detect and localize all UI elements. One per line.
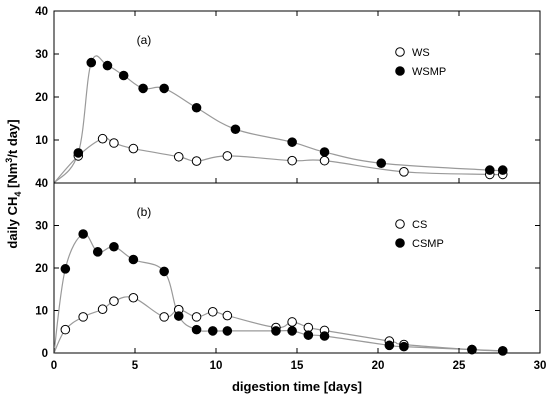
panel-b-csmp-point	[497, 346, 508, 356]
panel-a-legend-label-ws: WS	[412, 47, 430, 59]
panel-b-csmp-point	[467, 344, 477, 355]
panel-b-csmp-point	[399, 341, 409, 352]
panel-b-legend-label-cs: CS	[412, 219, 427, 231]
x-tick-label: 20	[372, 360, 385, 372]
panel-b-cs-point	[159, 312, 169, 322]
panel-b-legend-label-csmp: CSMP	[412, 238, 444, 250]
panel-a-wsmp-point	[376, 158, 387, 169]
panel-b-csmp-point	[191, 324, 202, 335]
y-axis-title-mid: [Nm	[5, 163, 20, 192]
x-tick-label: 10	[210, 360, 223, 372]
panel-a-y-tick-label: 20	[35, 92, 48, 104]
panel-a-wsmp-point	[319, 147, 330, 157]
panel-a-wsmp-point	[73, 148, 84, 158]
x-tick-label: 15	[291, 360, 304, 372]
y-axis-title-prefix: daily CH	[5, 197, 20, 249]
panel-b-csmp-point	[109, 241, 119, 252]
x-tick-label: 5	[132, 360, 139, 372]
panel-b-csmp-point	[207, 326, 218, 336]
panel-a-y-tick-label: 10	[35, 135, 48, 147]
y-axis-title-subscript: 4	[13, 192, 23, 197]
panel-b-csmp-point	[271, 326, 281, 336]
panel-a-wsmp-point	[118, 70, 129, 81]
panel-a-wsmp-point	[191, 102, 202, 113]
panel-b-cs-point	[97, 304, 108, 315]
panel-b-y-tick-label: 0	[42, 348, 48, 360]
panel-b-csmp-point	[92, 247, 103, 257]
panel-b-cs-point	[109, 296, 119, 306]
panel-b-y-tick-label: 20	[35, 263, 48, 275]
panel-a-wsmp-point	[86, 57, 97, 68]
panel-a-wsmp-point	[138, 83, 148, 94]
panel-a-y-tick-label: 30	[35, 49, 48, 61]
panel-a-ws-point	[173, 151, 184, 162]
panel-b-cs-point	[128, 292, 139, 303]
panel-a-wsmp-point	[102, 60, 113, 71]
panel-b-legend-marker-cs	[395, 219, 405, 229]
panel-a-legend-marker-ws	[395, 47, 405, 57]
panel-a-ws-point	[128, 143, 139, 154]
x-tick-label: 30	[534, 360, 547, 372]
panel-b-csmp-point	[173, 311, 184, 321]
panel-a-ws-point	[191, 156, 202, 166]
panel-b-y-tick-label: 40	[35, 178, 48, 190]
panel-b-y-tick-label: 30	[35, 221, 48, 233]
panel-b-cs-point	[191, 312, 202, 322]
panel-a-wsmp-point	[287, 137, 297, 147]
x-tick-label: 0	[51, 360, 57, 372]
x-axis-title: digestion time [days]	[232, 379, 362, 394]
panel-b-csmp-point	[303, 330, 314, 340]
panel-b-y-tick-label: 10	[35, 306, 48, 318]
panel-a-ws-point	[399, 167, 409, 177]
panel-b-csmp-point	[60, 264, 71, 274]
panel-a-plot-frame	[53, 10, 541, 184]
panel-b-csmp-point	[159, 266, 169, 277]
panel-a-ws-point	[97, 133, 108, 144]
panel-b-plot-frame	[53, 182, 541, 354]
panel-b-csmp-point	[384, 340, 395, 351]
panel-b-csmp-point	[287, 326, 297, 336]
x-tick-label: 25	[453, 360, 466, 372]
panel-b-cs-point	[60, 324, 71, 335]
panel-a-wsmp-point	[497, 165, 508, 175]
panel-b-label: (b)	[137, 205, 152, 219]
panel-b-csmp-point	[78, 229, 88, 239]
panel-a-y-tick-label: 40	[35, 6, 48, 18]
panel-b-cs-point	[78, 312, 88, 322]
panel-b-cs-point	[287, 317, 297, 327]
panel-a-label: (a)	[137, 33, 152, 47]
panel-a-wsmp-point	[230, 124, 241, 135]
panel-a-legend-marker-wsmp	[395, 66, 405, 76]
panel-a-ws-point	[109, 138, 119, 148]
panel-a-ws-point	[222, 151, 233, 161]
panel-a-legend-label-wsmp: WSMP	[412, 66, 446, 78]
panel-a-wsmp-point	[484, 165, 495, 175]
panel-b-cs-point	[207, 306, 218, 317]
panel-b-csmp-point	[128, 254, 139, 265]
panel-b-cs-point	[222, 310, 233, 321]
y-axis-title: daily CH4 [Nm3/t day]	[4, 119, 23, 248]
panel-a-ws-curve	[53, 137, 503, 184]
panel-b-legend-marker-csmp	[395, 238, 405, 248]
panel-b-csmp-point	[222, 326, 233, 336]
panel-a-ws-point	[287, 155, 297, 166]
panel-b-csmp-curve	[53, 233, 503, 354]
y-axis-title-superscript: 3	[4, 158, 14, 163]
panel-a-ws-point	[319, 155, 330, 166]
panel-b-csmp-point	[319, 331, 330, 341]
y-axis-title-suffix: /t day]	[5, 119, 20, 157]
panel-a-wsmp-point	[159, 83, 169, 94]
